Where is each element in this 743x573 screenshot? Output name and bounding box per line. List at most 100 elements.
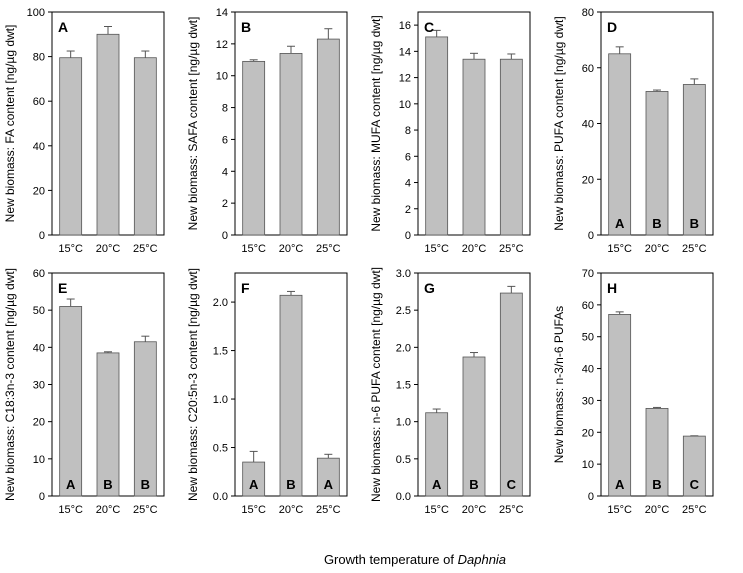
panel-h: 0 10 20 30 40 50 60 70 New biomass: n-3/n-6 PUFA… (552, 268, 714, 516)
y-tick-label-h-2: 20 (582, 427, 594, 439)
x-tick-label-h-1: 20°C (645, 504, 670, 516)
y-tick-label-h-4: 40 (582, 364, 594, 376)
x-tick-label-b-2: 25°C (316, 243, 341, 255)
y-tick-label-g-4: 2.0 (396, 342, 411, 354)
y-tick-label-c-5: 10 (399, 99, 411, 111)
x-tick-label-e-0: 15°C (58, 504, 83, 516)
bar-e-0 (59, 306, 83, 497)
bar-e-2 (133, 341, 157, 497)
x-tick-label-g-2: 25°C (499, 504, 524, 516)
sig-letter-e-2: B (141, 477, 150, 492)
bar-c-1 (462, 58, 486, 236)
bar-a-0 (59, 57, 83, 236)
y-tick-label-h-3: 30 (582, 395, 594, 407)
sig-letter-f-1: B (286, 477, 295, 492)
bar-d-0 (608, 53, 632, 236)
y-tick-label-g-3: 1.5 (396, 380, 411, 392)
bar-e-1 (96, 352, 120, 497)
x-tick-label-c-0: 15°C (424, 243, 449, 255)
x-tick-label-g-0: 15°C (424, 504, 449, 516)
y-tick-label-c-3: 6 (405, 151, 411, 163)
y-tick-label-e-4: 40 (33, 342, 45, 354)
panel-b: 0 2 4 6 8 10 12 14 New biomass: SAFA content [ng… (186, 7, 348, 255)
y-tick-label-h-5: 50 (582, 332, 594, 344)
sig-letter-f-0: A (249, 477, 259, 492)
sig-letter-d-0: A (615, 216, 625, 231)
y-tick-label-h-6: 60 (582, 300, 594, 312)
y-tick-label-d-1: 20 (582, 174, 594, 186)
sig-letter-e-0: A (66, 477, 76, 492)
sig-letter-h-2: C (690, 477, 700, 492)
bar-c-0 (425, 36, 449, 236)
x-tick-label-e-1: 20°C (96, 504, 121, 516)
sig-letter-e-1: B (103, 477, 112, 492)
y-tick-label-a-5: 100 (27, 7, 45, 19)
y-axis-label-b: New biomass: SAFA content [ng/µg dwt] (186, 17, 200, 231)
panel-label-b: B (241, 19, 251, 35)
y-tick-label-d-3: 60 (582, 63, 594, 75)
bar-a-1 (96, 33, 120, 236)
sig-letter-h-0: A (615, 477, 625, 492)
x-tick-label-c-1: 20°C (462, 243, 487, 255)
panel-label-d: D (607, 19, 617, 35)
y-tick-label-h-1: 10 (582, 459, 594, 471)
bar-b-0 (242, 60, 266, 236)
y-tick-label-b-7: 14 (216, 7, 228, 19)
y-axis-label-h: New biomass: n-3/n-6 PUFAs (552, 306, 566, 463)
x-tick-label-h-0: 15°C (607, 504, 632, 516)
bar-g-1 (462, 356, 486, 497)
y-tick-label-d-4: 80 (582, 7, 594, 19)
y-tick-label-a-2: 40 (33, 141, 45, 153)
sig-letter-g-1: B (469, 477, 478, 492)
y-tick-label-e-0: 0 (39, 491, 45, 503)
bar-c-2 (499, 58, 523, 236)
x-tick-label-d-2: 25°C (682, 243, 707, 255)
sig-letter-f-2: A (324, 477, 334, 492)
x-tick-label-a-1: 20°C (96, 243, 121, 255)
bar-g-2 (499, 292, 523, 497)
y-tick-label-b-2: 4 (222, 166, 228, 178)
y-axis-label-e: New biomass: C18:3n-3 content [ng/µg dwt… (3, 268, 17, 501)
x-tick-label-b-1: 20°C (279, 243, 304, 255)
panel-g: 0.0 0.5 1.0 1.5 2.0 2.5 3.0 New biomass: n-6 PU… (369, 267, 531, 516)
x-tick-label-f-0: 15°C (241, 504, 266, 516)
x-axis-title: Growth temperature of Daphnia (324, 552, 506, 567)
y-tick-label-g-2: 1.0 (396, 417, 411, 429)
sig-letter-g-2: C (507, 477, 517, 492)
y-axis-label-g: New biomass: n-6 PUFA content [ng/µg dwt… (369, 267, 383, 502)
panel-label-h: H (607, 280, 617, 296)
panel-label-a: A (58, 19, 68, 35)
y-tick-label-b-0: 0 (222, 230, 228, 242)
y-tick-label-f-1: 0.5 (213, 443, 228, 455)
bar-d-2 (682, 84, 706, 236)
y-tick-label-c-0: 0 (405, 230, 411, 242)
x-tick-label-f-2: 25°C (316, 504, 341, 516)
panel-e: 0 10 20 30 40 50 60 New biomass: C18:3n-3 conte… (3, 268, 165, 516)
y-tick-label-e-1: 10 (33, 454, 45, 466)
y-axis-label-d: New biomass: PUFA content [ng/µg dwt] (552, 16, 566, 230)
panel-label-f: F (241, 280, 250, 296)
y-tick-label-h-7: 70 (582, 268, 594, 280)
sig-letter-h-1: B (652, 477, 661, 492)
y-tick-label-a-3: 60 (33, 96, 45, 108)
y-tick-label-e-3: 30 (33, 380, 45, 392)
y-tick-label-b-6: 12 (216, 39, 228, 51)
y-tick-label-a-0: 0 (39, 230, 45, 242)
bar-a-2 (133, 57, 157, 236)
y-tick-label-b-5: 10 (216, 71, 228, 83)
x-tick-label-a-2: 25°C (133, 243, 158, 255)
y-axis-label-f: New biomass: C20:5n-3 content [ng/µg dwt… (186, 268, 200, 501)
y-axis-label-a: New biomass: FA content [ng/µg dwt] (3, 25, 17, 223)
y-axis-label-c: New biomass: MUFA content [ng/µg dwt] (369, 15, 383, 231)
bar-b-1 (279, 53, 303, 236)
y-tick-label-f-2: 1.0 (213, 394, 228, 406)
y-tick-label-c-6: 12 (399, 73, 411, 85)
x-tick-label-g-1: 20°C (462, 504, 487, 516)
bar-f-1 (279, 294, 303, 497)
x-tick-label-d-1: 20°C (645, 243, 670, 255)
y-tick-label-c-7: 14 (399, 46, 411, 58)
y-tick-label-a-4: 80 (33, 52, 45, 64)
y-tick-label-d-2: 40 (582, 119, 594, 131)
